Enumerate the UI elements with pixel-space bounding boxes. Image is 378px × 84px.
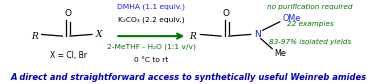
Text: Me: Me xyxy=(274,49,286,58)
Text: X: X xyxy=(95,29,101,39)
Text: R: R xyxy=(31,32,37,41)
Text: no purification required: no purification required xyxy=(267,4,353,10)
Text: R: R xyxy=(189,32,196,41)
Text: 0 °C to rt: 0 °C to rt xyxy=(134,57,168,64)
Text: N: N xyxy=(254,29,260,39)
Text: DMHA (1.1 equiv.): DMHA (1.1 equiv.) xyxy=(117,3,185,10)
Text: OMe: OMe xyxy=(282,14,301,23)
Text: 83-97% isolated yields: 83-97% isolated yields xyxy=(269,39,351,45)
Text: O: O xyxy=(223,9,230,18)
Text: K₂CO₃ (2.2 equiv.): K₂CO₃ (2.2 equiv.) xyxy=(118,17,184,23)
Text: O: O xyxy=(64,9,71,18)
Text: 2-MeTHF - H₂O (1:1 v/v): 2-MeTHF - H₂O (1:1 v/v) xyxy=(107,44,196,50)
Text: A direct and straightforward access to synthetically useful Weinreb amides: A direct and straightforward access to s… xyxy=(11,73,367,82)
Text: 22 examples: 22 examples xyxy=(287,20,333,27)
Text: X = Cl, Br: X = Cl, Br xyxy=(50,51,87,60)
